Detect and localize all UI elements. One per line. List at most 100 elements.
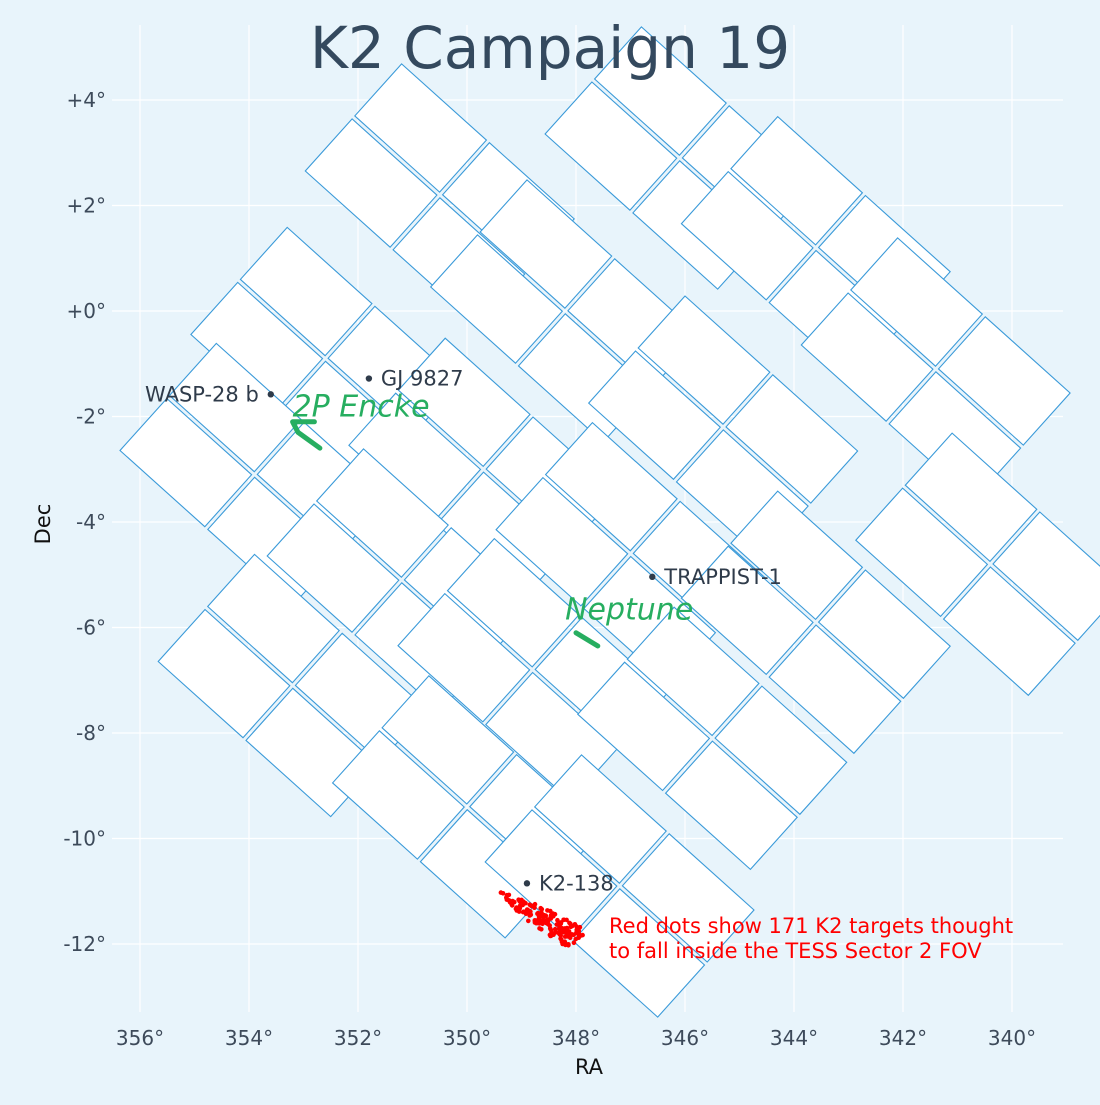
star-markers: WASP-28 b GJ 9827 TRAPPIST-1 K2-138 [145,367,782,896]
k2-target-dot [514,905,519,910]
k2-target-dot [504,895,509,900]
ccd-channel [544,421,678,552]
2p-encke-label: 2P Encke [293,390,430,425]
k2-target-dot [528,912,534,917]
y-tick-label: -10° [63,827,106,851]
ccd-channel [315,448,449,578]
k2-target-dot [567,920,572,926]
k2-target-dot [532,920,538,925]
ccd-channel [206,553,340,684]
x-tick-label: 340° [988,1026,1036,1050]
k2-target-dot [523,911,529,916]
ccd-channel [725,374,859,504]
k2-target-dot [521,899,526,904]
ccd-channel [904,432,1038,563]
neptune-track [573,630,601,649]
ccd-channel [593,26,727,156]
ccd-module-16 [577,606,848,871]
x-tick-label: 342° [879,1026,927,1050]
solar-system-bodies: 2P Encke Neptune [290,390,693,649]
ccd-channel [381,675,515,805]
ccd-modules [119,26,1100,1018]
ccd-channel [119,397,253,528]
ccd-channel [577,661,711,792]
y-tick-label: -12° [63,932,106,956]
ccd-channel [942,566,1076,697]
ccd-channel [397,337,531,468]
ccd-channel [304,118,438,248]
k2-138-marker [523,880,531,887]
ccd-module-3 [190,226,461,491]
y-tick-label: -6° [76,616,106,640]
k2-target-dot [554,922,560,927]
k2-target-dot [566,931,572,937]
k2-target-dot [537,926,542,931]
ccd-channel [664,740,798,871]
x-tick-label: 354° [225,1026,273,1050]
k2-target-dot [552,911,558,917]
k2-target-dot [574,930,579,935]
ccd-channel [587,350,722,481]
ccd-channel [855,487,989,618]
k2-target-dot [578,933,584,938]
k2-target-dot [558,936,563,941]
ccd-channel [730,115,864,246]
k2-target-dot [508,899,514,904]
ccd-module-18 [484,754,755,1018]
ccd-channel [331,730,465,860]
ccd-channel [157,608,291,739]
k2-target-dot [571,940,577,946]
ccd-module-13 [855,432,1100,697]
y-tick-label: +0° [67,299,106,323]
k2-target-dot [526,918,531,924]
gj-9827-marker [365,375,373,382]
ccd-channel [992,511,1100,642]
k2-target-dot [500,891,506,896]
ccd-channel [533,754,667,884]
y-tick-label: +2° [67,194,106,218]
ccd-channel [637,295,771,425]
ccd-channel [621,833,755,963]
y-tick-label: +4° [67,88,106,112]
wasp-28-b-label: WASP-28 b [145,382,259,406]
ccd-channel [266,503,400,633]
x-tick-label: 352° [334,1026,382,1050]
x-tick-label: 348° [552,1026,600,1050]
ccd-channel [714,685,848,816]
k2-target-dot [561,917,567,923]
k2-target-dot [529,903,535,909]
y-tick-label: -8° [76,721,106,745]
ccd-channel [397,592,531,723]
wasp-28-b-marker [267,391,274,398]
k2-target-dot [565,942,570,947]
ccd-channel [680,170,814,301]
x-axis-label: RA [575,1055,604,1079]
ccd-channel [354,63,488,193]
y-tick-label: -2° [76,405,106,429]
ccd-channel [768,624,902,755]
annotation-line-1: Red dots show 171 K2 targets thought [609,914,1013,938]
ccd-channel [479,179,613,309]
ccd-channel [495,476,629,607]
neptune-label: Neptune [565,593,693,628]
ccd-channel [239,226,373,357]
k2-target-dot [524,907,530,912]
trappist-1-marker [649,573,656,581]
k2-targets [498,890,585,948]
k2-target-dot [535,911,540,917]
ccd-channel [680,545,814,676]
axis-ticks: 356° 354° 352° 350° 348° 346° 344° 342° 340° +4° +… [63,88,1036,1050]
x-tick-label: 356° [116,1026,164,1050]
x-tick-label: 346° [661,1026,709,1050]
k2-target-dot [541,918,546,924]
k2-target-dot [517,903,523,908]
ccd-channel [850,237,984,367]
x-tick-label: 350° [443,1026,491,1050]
ccd-channel [446,537,580,668]
x-tick-label: 344° [770,1026,818,1050]
2p-encke-track [290,419,323,451]
y-tick-label: -4° [76,510,106,534]
k2-target-dot [574,924,579,929]
ccd-channel [730,490,864,621]
